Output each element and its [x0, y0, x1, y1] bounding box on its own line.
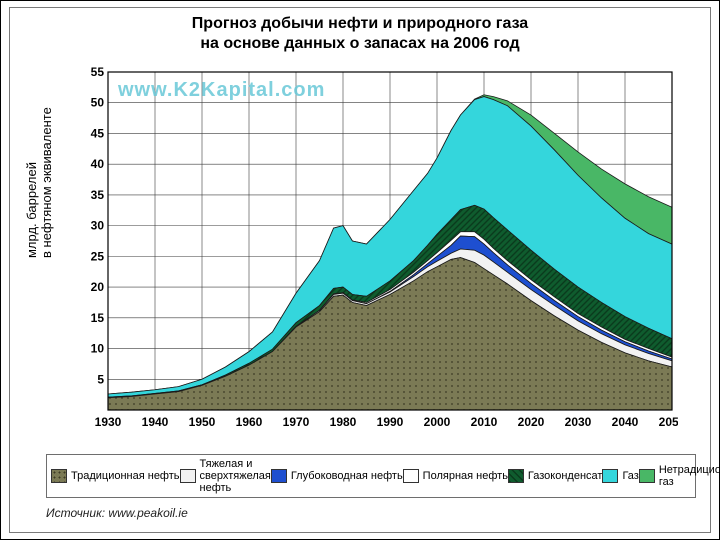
legend-label: Глубоководная нефть — [291, 470, 403, 482]
chart-frame: Прогноз добычи нефти и природного газа н… — [0, 0, 720, 540]
legend-item: Традиционная нефть — [51, 469, 180, 483]
ylabel-line2: в нефтяном эквиваленте — [39, 107, 54, 258]
svg-text:50: 50 — [91, 96, 105, 110]
svg-text:2050: 2050 — [659, 415, 678, 429]
svg-text:2030: 2030 — [565, 415, 592, 429]
svg-text:55: 55 — [91, 66, 105, 79]
title-line2: на основе данных о запасах на 2006 год — [10, 34, 710, 54]
svg-text:2010: 2010 — [471, 415, 498, 429]
legend-swatch — [508, 469, 524, 483]
legend-label: Газ — [622, 470, 638, 482]
source-label: Источник: www.peakoil.ie — [46, 506, 188, 520]
legend-swatch — [403, 469, 419, 483]
legend-item: Нетрадиционный газ — [639, 464, 720, 488]
legend-item: Газ — [602, 469, 638, 483]
chart-svg: 5 10 15 20 25 30 35 40 45 50 55 1930 1940 1950 1960 197… — [78, 66, 678, 436]
legend-item: Тяжелая и сверхтяжелая нефть — [180, 458, 271, 494]
svg-text:1950: 1950 — [189, 415, 216, 429]
y-axis-label: млрд. баррелей в нефтяном эквиваленте — [24, 107, 54, 258]
svg-text:2000: 2000 — [424, 415, 451, 429]
legend-label: Газоконденсат — [528, 470, 603, 482]
legend-swatch — [639, 469, 655, 483]
chart-title: Прогноз добычи нефти и природного газа н… — [10, 14, 710, 54]
svg-text:5: 5 — [97, 372, 104, 386]
ylabel-line1: млрд. баррелей — [24, 162, 39, 258]
svg-text:1970: 1970 — [283, 415, 310, 429]
svg-text:20: 20 — [91, 280, 105, 294]
svg-text:35: 35 — [91, 188, 105, 202]
svg-text:10: 10 — [91, 342, 105, 356]
legend: Традиционная нефть Тяжелая и сверхтяжелая… — [46, 454, 696, 498]
svg-text:2040: 2040 — [612, 415, 639, 429]
svg-text:www.K2Kapital.com: www.K2Kapital.com — [117, 79, 325, 101]
legend-swatch — [51, 469, 67, 483]
svg-text:40: 40 — [91, 157, 105, 171]
legend-swatch — [271, 469, 287, 483]
svg-text:1960: 1960 — [236, 415, 263, 429]
svg-text:2020: 2020 — [518, 415, 545, 429]
legend-swatch — [180, 469, 196, 483]
legend-item: Полярная нефть — [403, 469, 508, 483]
chart-inner: Прогноз добычи нефти и природного газа н… — [9, 7, 711, 533]
svg-text:1930: 1930 — [95, 415, 122, 429]
svg-text:25: 25 — [91, 249, 105, 263]
svg-text:1940: 1940 — [142, 415, 169, 429]
svg-text:1980: 1980 — [330, 415, 357, 429]
legend-swatch — [602, 469, 618, 483]
svg-text:15: 15 — [91, 311, 105, 325]
legend-item: Глубоководная нефть — [271, 469, 403, 483]
svg-text:45: 45 — [91, 126, 105, 140]
svg-text:1990: 1990 — [377, 415, 404, 429]
legend-item: Газоконденсат — [508, 469, 603, 483]
legend-label: Традиционная нефть — [71, 470, 180, 482]
title-line1: Прогноз добычи нефти и природного газа — [10, 14, 710, 34]
legend-label: Полярная нефть — [423, 470, 508, 482]
legend-label: Нетрадиционный газ — [659, 464, 720, 488]
plot-area: 5 10 15 20 25 30 35 40 45 50 55 1930 1940 1950 1960 197… — [78, 66, 678, 436]
svg-text:30: 30 — [91, 219, 105, 233]
legend-label: Тяжелая и сверхтяжелая нефть — [200, 458, 271, 494]
